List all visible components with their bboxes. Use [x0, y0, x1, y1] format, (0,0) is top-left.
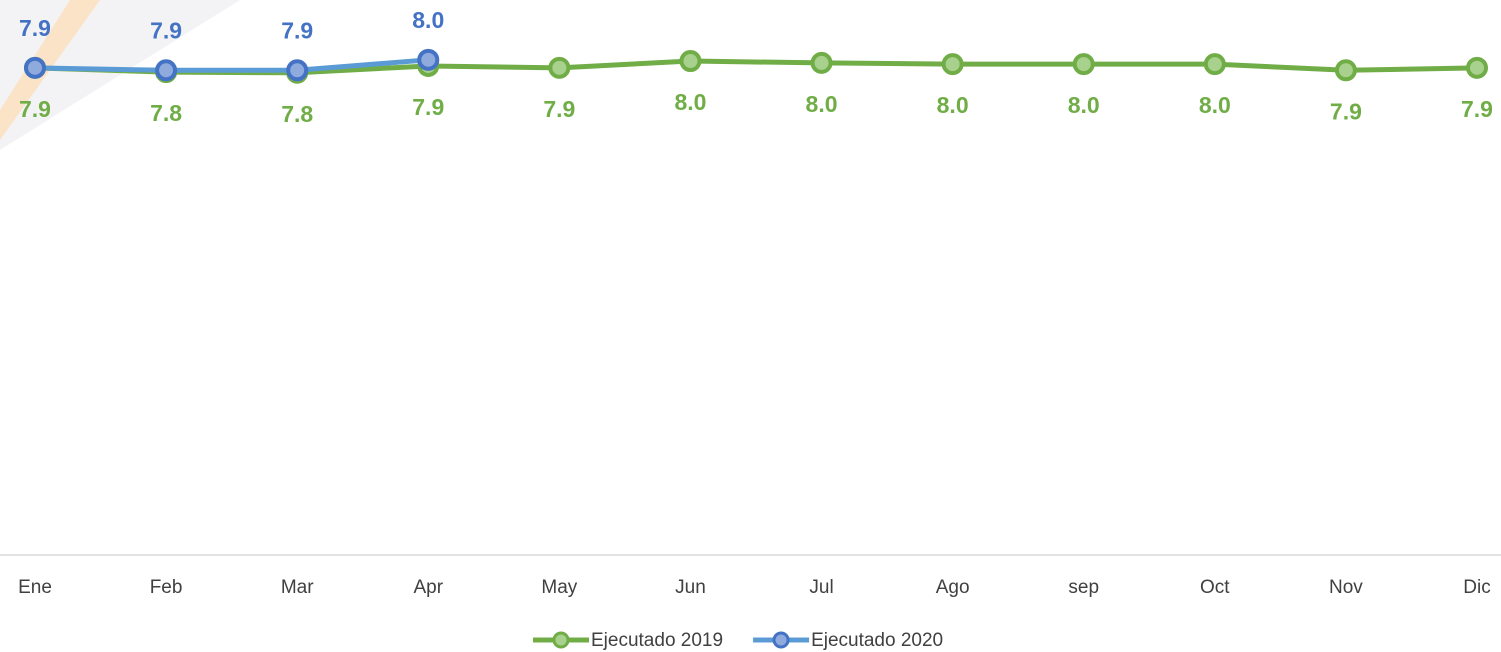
- legend-marker: [772, 631, 790, 649]
- data-label: 7.9: [543, 96, 575, 122]
- marker: [1466, 56, 1488, 79]
- data-label: 7.9: [1461, 96, 1493, 122]
- marker: [810, 51, 833, 74]
- data-label: 8.0: [1068, 92, 1100, 118]
- marker: [417, 48, 440, 71]
- data-label: 7.9: [19, 15, 51, 41]
- data-label: 7.8: [281, 101, 313, 127]
- marker: [155, 59, 178, 82]
- marker: [24, 56, 46, 79]
- x-tick-label: Dic: [1463, 577, 1490, 598]
- x-tick-label: Mar: [281, 577, 314, 598]
- series-line: [34, 57, 429, 73]
- legend-label: Ejecutado 2020: [811, 630, 943, 651]
- data-label: 8.0: [937, 92, 969, 118]
- marker: [1072, 53, 1095, 76]
- data-label: 7.9: [281, 17, 313, 43]
- legend-label: Ejecutado 2019: [591, 630, 723, 651]
- marker: [1334, 59, 1357, 82]
- x-tick-label: Ago: [936, 577, 970, 598]
- data-label: 8.0: [412, 7, 444, 33]
- data-label: 8.0: [1199, 92, 1231, 118]
- marker: [679, 50, 702, 73]
- data-label: 7.9: [150, 17, 182, 43]
- marker: [548, 56, 571, 79]
- x-tick-label: Oct: [1200, 577, 1230, 598]
- x-tick-label: Ene: [18, 577, 52, 598]
- data-label: 7.9: [19, 96, 51, 122]
- x-tick-label: sep: [1068, 577, 1099, 598]
- data-label: 8.0: [674, 89, 706, 115]
- x-tick-label: May: [541, 577, 577, 598]
- data-label: 7.8: [150, 100, 182, 126]
- marker: [941, 53, 964, 76]
- marker: [286, 59, 309, 82]
- x-tick-label: Feb: [150, 577, 183, 598]
- x-tick-label: Nov: [1329, 577, 1363, 598]
- x-tick-label: Jul: [809, 577, 833, 598]
- data-label: 7.9: [412, 94, 444, 120]
- x-tick-label: Apr: [413, 577, 443, 598]
- legend-marker: [552, 631, 570, 649]
- data-label: 8.0: [806, 91, 838, 117]
- marker: [1203, 53, 1226, 76]
- data-label: 7.9: [1330, 98, 1362, 124]
- x-tick-label: Jun: [675, 577, 706, 598]
